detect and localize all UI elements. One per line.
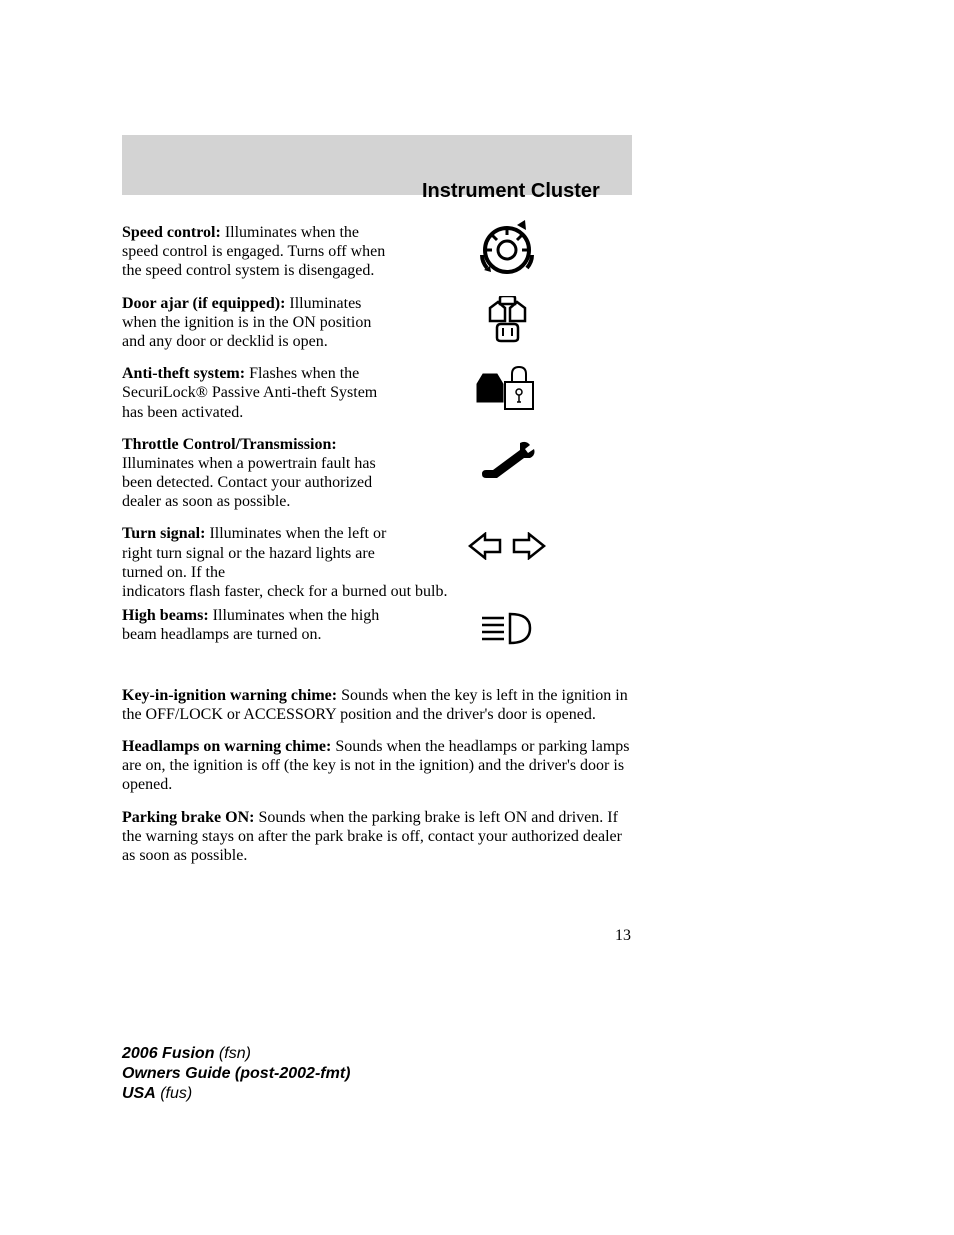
entry-text: Key-in-ignition warning chime: Sounds wh… [122, 686, 634, 724]
anti-theft-icon [462, 364, 552, 414]
speedometer-icon [462, 220, 552, 280]
door-ajar-icon [462, 296, 552, 344]
footer-line-2: Owners Guide (post-2002-fmt) [122, 1064, 350, 1084]
high-beam-icon [462, 611, 552, 646]
entry-text: Throttle Control/Transmission: Illuminat… [122, 435, 397, 512]
entry-turn-signal: Turn signal: Illuminates when the left o… [122, 524, 634, 582]
wrench-icon [462, 440, 552, 482]
entry-text: Speed control: Illuminates when the spee… [122, 223, 397, 281]
page-number: 13 [615, 927, 631, 945]
entry-key-ignition: Key-in-ignition warning chime: Sounds wh… [122, 686, 634, 724]
entry-parking-brake: Parking brake ON: Sounds when the parkin… [122, 808, 634, 866]
entry-text-overflow: indicators flash faster, check for a bur… [122, 582, 634, 601]
entry-speed-control: Speed control: Illuminates when the spee… [122, 223, 634, 281]
entry-text: High beams: Illuminates when the high be… [122, 606, 397, 644]
entry-anti-theft: Anti-theft system: Flashes when the Secu… [122, 364, 634, 422]
footer-line-3: USA (fus) [122, 1084, 350, 1104]
entry-door-ajar: Door ajar (if equipped): Illuminates whe… [122, 294, 634, 352]
page-title: Instrument Cluster [422, 180, 600, 203]
entry-high-beams: High beams: Illuminates when the high be… [122, 606, 634, 644]
content-area: Speed control: Illuminates when the spee… [122, 223, 634, 878]
entry-text: Turn signal: Illuminates when the left o… [122, 524, 397, 582]
footer: 2006 Fusion (fsn) Owners Guide (post-200… [122, 1044, 350, 1104]
entry-headlamps-warning: Headlamps on warning chime: Sounds when … [122, 737, 634, 795]
entry-text: Door ajar (if equipped): Illuminates whe… [122, 294, 397, 352]
entry-text: Anti-theft system: Flashes when the Secu… [122, 364, 397, 422]
turn-signal-icon [462, 532, 552, 560]
entry-text: Parking brake ON: Sounds when the parkin… [122, 808, 634, 866]
footer-line-1: 2006 Fusion (fsn) [122, 1044, 350, 1064]
entry-throttle: Throttle Control/Transmission: Illuminat… [122, 435, 634, 512]
entry-text: Headlamps on warning chime: Sounds when … [122, 737, 634, 795]
